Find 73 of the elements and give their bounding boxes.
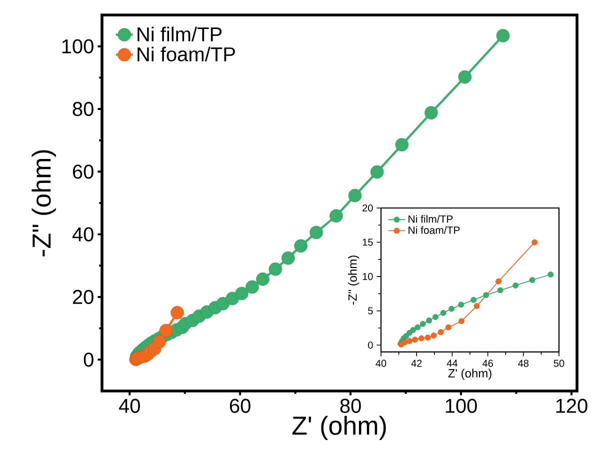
point: [438, 329, 444, 336]
point: [268, 262, 282, 276]
legend-label: Ni film/TP: [138, 26, 222, 42]
x-tick-label: 100: [446, 398, 477, 413]
point: [159, 324, 173, 338]
point: [235, 286, 248, 300]
x-axis-title: Z' (ohm): [292, 416, 386, 440]
y-tick-label: 20: [362, 204, 373, 212]
point: [458, 318, 464, 324]
y-tick-label: 80: [72, 102, 94, 116]
x-axis-title: Z' (ohm): [448, 368, 492, 380]
y-tick-label: 20: [72, 290, 94, 304]
x-tick-label: 40: [118, 398, 140, 413]
point: [256, 272, 270, 286]
point: [246, 280, 259, 294]
point: [424, 334, 431, 341]
point: [410, 327, 416, 333]
point: [370, 165, 384, 179]
point: [430, 332, 437, 338]
point: [446, 324, 452, 330]
y-tick-label: 5: [368, 307, 373, 314]
point: [402, 339, 408, 346]
point: [294, 239, 308, 253]
point: [496, 29, 510, 42]
y-axis-title: -Z" (ohm): [32, 150, 56, 256]
point: [496, 278, 502, 284]
point: [330, 209, 343, 222]
point: [406, 338, 412, 344]
y-tick-label: 15: [362, 238, 373, 246]
x-tick-label: 46: [482, 360, 493, 367]
y-tick-label: 0: [368, 342, 373, 349]
point: [474, 303, 480, 309]
legend-label: Ni film/TP: [408, 215, 453, 223]
x-tick-label: 50: [554, 360, 564, 367]
point: [497, 287, 504, 294]
x-tick-label: 60: [230, 398, 250, 413]
x-tick-label: 40: [376, 360, 386, 367]
x-tick-label: 120: [556, 398, 588, 413]
point: [418, 335, 424, 342]
legend-label: Ni foam/TP: [408, 226, 460, 234]
y-tick-label: 0: [84, 352, 94, 367]
y-tick-label: 10: [362, 273, 373, 280]
y-axis-title: -Z" (ohm): [348, 256, 360, 305]
point: [281, 251, 295, 265]
point: [532, 239, 538, 246]
point: [426, 317, 432, 324]
x-tick-label: 48: [518, 360, 529, 367]
point: [483, 292, 489, 298]
point: [448, 306, 454, 312]
point: [414, 324, 421, 330]
point: [152, 335, 166, 348]
x-tick-label: 80: [340, 398, 361, 413]
point: [512, 282, 519, 288]
x-tick-label: 44: [446, 360, 458, 367]
legend-label: Ni foam/TP: [138, 46, 235, 62]
point: [432, 314, 438, 320]
y-tick-label: 60: [72, 164, 94, 179]
point: [458, 302, 464, 308]
point: [420, 320, 426, 327]
point: [529, 277, 536, 283]
point: [412, 336, 418, 343]
point: [458, 70, 472, 84]
y-tick-label: 40: [72, 227, 94, 242]
point: [348, 188, 362, 202]
point: [440, 310, 446, 316]
point: [170, 306, 184, 320]
point: [548, 272, 554, 278]
point: [424, 106, 438, 120]
x-tick-label: 42: [411, 360, 422, 367]
point: [310, 226, 323, 240]
y-tick-label: 100: [62, 39, 94, 54]
point: [395, 138, 409, 152]
point: [470, 296, 477, 303]
